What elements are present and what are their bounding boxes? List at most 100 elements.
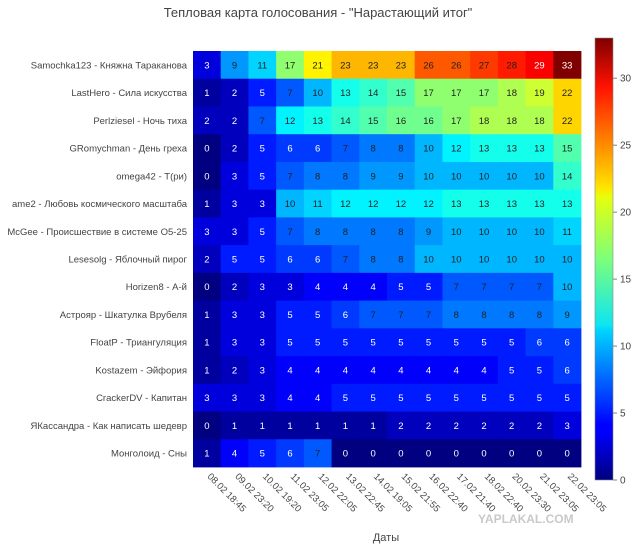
heatmap-cell [359,245,388,274]
cell-value-label: 8 [370,144,375,155]
colorbar-tick-label: 5 [620,409,626,420]
cell-value-label: 8 [481,310,486,321]
cell-value-label: 3 [204,393,209,404]
y-tick-label: CrackerDV - Капитан [96,393,187,404]
heatmap-cell [331,272,360,301]
cell-value-label: 7 [315,449,320,460]
heatmap-cell [442,51,471,80]
cell-value-label: 18 [506,116,517,127]
cell-value-label: 4 [287,365,292,376]
heatmap-cell [276,51,305,80]
cell-value-label: 5 [454,393,459,404]
cell-value-label: 10 [479,171,490,182]
heatmap-cell [387,106,416,135]
heatmap-cell [442,217,471,246]
heatmap-cell [553,245,582,274]
cell-value-label: 22 [562,88,573,99]
heatmap-cell [470,328,499,357]
heatmap-cell [414,328,443,357]
cell-value-label: 4 [426,365,431,376]
cell-value-label: 5 [260,449,265,460]
heatmap-cell [497,356,526,385]
cell-value-label: 5 [343,338,348,349]
cell-value-label: 23 [340,60,351,71]
cell-value-label: 7 [343,144,348,155]
heatmap-cell [525,106,554,135]
cell-value-label: 1 [204,365,209,376]
heatmap-cell [248,356,277,385]
heatmap-cell [553,272,582,301]
heatmap-cell [193,383,222,412]
heatmap-cell [359,106,388,135]
heatmap-cell [359,189,388,218]
cell-value-label: 8 [454,310,459,321]
heatmap-cell [359,51,388,80]
heatmap-cell [359,328,388,357]
heatmap-cell [303,439,332,468]
cell-value-label: 10 [451,227,462,238]
cell-value-label: 9 [232,60,237,71]
cell-value-label: 8 [398,227,403,238]
cell-value-label: 10 [451,171,462,182]
heatmap-cell [470,272,499,301]
cell-value-label: 6 [287,449,292,460]
heatmap-cell [497,161,526,191]
heatmap-cell [387,161,416,191]
heatmap-cell [414,217,443,246]
heatmap-cell [193,134,222,163]
cell-value-label: 28 [506,60,517,71]
cell-value-label: 12 [451,144,462,155]
heatmap-cell [331,439,360,468]
heatmap-cell [248,439,277,468]
cell-value-label: 10 [534,255,545,266]
heatmap-cell [248,328,277,357]
heatmap-cell [387,51,416,80]
cell-value-label: 5 [426,338,431,349]
heatmap-cell [497,272,526,301]
heatmap-cell [497,78,526,107]
cell-value-label: 21 [312,60,323,71]
cell-value-label: 13 [340,88,351,99]
heatmap-cell [331,189,360,218]
heatmap-cell [553,189,582,218]
cell-value-label: 8 [537,310,542,321]
heatmap-cell [442,356,471,385]
heatmap-cell [525,161,554,191]
cell-value-label: 2 [232,116,237,127]
cell-value-label: 3 [564,421,569,432]
heatmap-cell [276,383,305,412]
cell-value-label: 5 [370,393,375,404]
cell-value-label: 3 [260,282,265,293]
cell-value-label: 3 [232,310,237,321]
cell-value-label: 6 [564,338,569,349]
cell-value-label: 15 [368,116,379,127]
heatmap-cell [414,134,443,163]
heatmap-cell [331,356,360,385]
cell-value-label: 10 [506,255,517,266]
heatmap-cell [359,217,388,246]
heatmap-cell [359,78,388,107]
heatmap-cell [359,356,388,385]
heatmap-cell [248,383,277,412]
heatmap-cell [248,272,277,301]
heatmap-cell [470,78,499,107]
cell-value-label: 6 [564,365,569,376]
heatmap-cell [303,411,332,440]
cell-value-label: 0 [509,449,514,460]
y-tick-label: ЯКассандра - Как написать шедевр [31,421,187,432]
cell-value-label: 3 [260,338,265,349]
colorbar-tick-label: 10 [620,342,632,353]
heatmap-cell [525,78,554,107]
cell-value-label: 11 [562,227,572,238]
heatmap-cell [553,78,582,107]
cell-value-label: 7 [370,310,375,321]
cell-value-label: 5 [537,365,542,376]
heatmap-cell [193,356,222,385]
heatmap-cell [359,134,388,163]
cell-value-label: 3 [232,199,237,210]
cell-value-label: 10 [423,255,434,266]
cell-value-label: 5 [426,282,431,293]
cell-value-label: 10 [506,171,517,182]
heatmap-cell [470,106,499,135]
